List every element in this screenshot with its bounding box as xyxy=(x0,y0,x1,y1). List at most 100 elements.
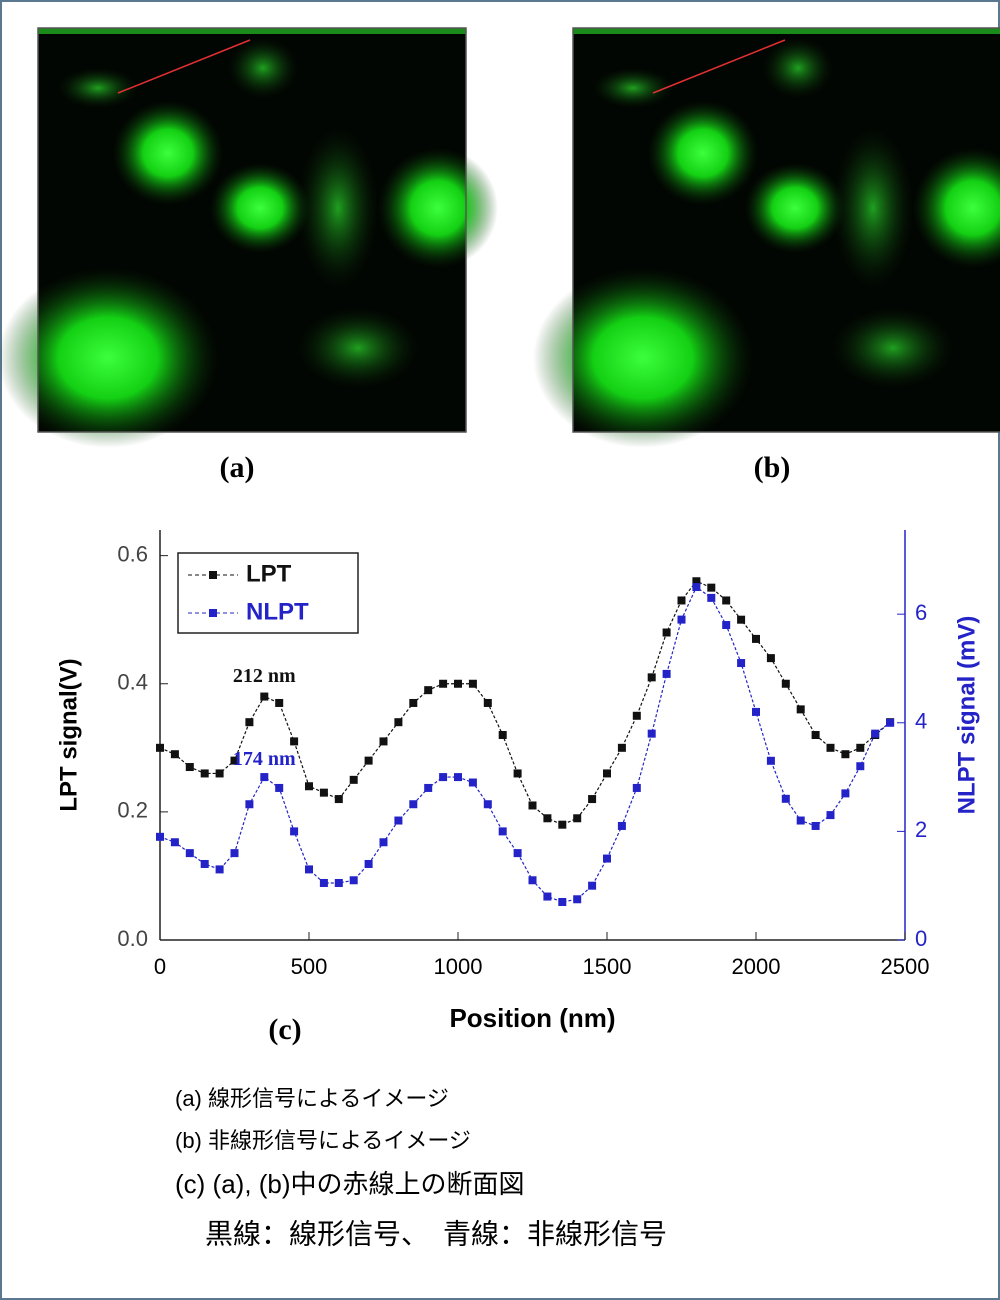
y2-tick-label: 2 xyxy=(915,817,927,842)
marker xyxy=(573,814,582,823)
marker xyxy=(468,778,477,787)
marker xyxy=(260,773,269,782)
marker xyxy=(528,801,537,810)
marker xyxy=(752,707,760,716)
marker xyxy=(707,583,716,592)
marker xyxy=(409,698,418,707)
marker xyxy=(647,673,656,682)
marker xyxy=(781,679,790,688)
marker xyxy=(603,854,611,863)
marker xyxy=(811,731,820,739)
marker xyxy=(275,698,284,707)
marker xyxy=(722,621,731,630)
marker xyxy=(305,865,313,874)
x-tick-label: 1500 xyxy=(583,954,632,979)
marker xyxy=(379,737,388,746)
marker xyxy=(394,816,403,825)
marker xyxy=(290,737,299,746)
marker xyxy=(454,773,462,782)
marker xyxy=(796,705,805,714)
series-line xyxy=(159,586,891,903)
marker xyxy=(454,679,462,688)
legend-marker xyxy=(209,609,217,617)
marker xyxy=(439,773,448,782)
marker xyxy=(543,892,552,901)
legend-label: LPT xyxy=(246,560,292,587)
marker xyxy=(558,820,567,829)
marker xyxy=(558,897,567,906)
marker xyxy=(617,821,626,830)
marker xyxy=(871,729,880,738)
legend-marker xyxy=(209,571,217,579)
marker xyxy=(707,593,716,602)
marker xyxy=(364,859,373,868)
marker xyxy=(483,800,492,809)
marker xyxy=(200,859,209,868)
marker xyxy=(573,895,582,904)
marker xyxy=(752,634,760,643)
marker xyxy=(856,762,865,771)
caption: (b) 非線形信号によるイメージ xyxy=(175,1128,471,1153)
marker xyxy=(826,811,835,820)
marker xyxy=(677,615,686,624)
y-tick-label: 0.0 xyxy=(117,926,148,951)
marker xyxy=(722,596,731,605)
marker xyxy=(230,849,239,858)
marker xyxy=(275,783,284,792)
marker xyxy=(662,628,671,637)
caption: 黒線：線形信号、 青線：非線形信号 xyxy=(205,1218,667,1249)
y2-tick-label: 6 xyxy=(915,600,927,625)
marker xyxy=(841,750,850,759)
marker xyxy=(886,718,895,727)
x-tick-label: 0 xyxy=(154,954,166,979)
x-tick-label: 1000 xyxy=(434,954,483,979)
marker xyxy=(245,718,254,727)
x-tick-label: 2500 xyxy=(881,954,930,979)
marker xyxy=(394,718,403,727)
marker xyxy=(603,769,611,778)
y-tick-label: 0.4 xyxy=(117,670,148,695)
x-tick-label: 500 xyxy=(291,954,328,979)
image-b xyxy=(532,27,1000,449)
marker xyxy=(513,849,522,858)
marker xyxy=(379,838,388,847)
marker xyxy=(170,838,179,847)
marker xyxy=(766,654,775,663)
marker xyxy=(662,669,671,678)
marker xyxy=(737,659,746,668)
marker xyxy=(319,878,328,887)
marker xyxy=(156,832,164,841)
marker xyxy=(737,615,746,624)
marker xyxy=(364,756,373,765)
marker xyxy=(468,679,477,688)
marker xyxy=(439,679,448,688)
marker xyxy=(156,743,164,752)
marker xyxy=(632,711,641,720)
image-a xyxy=(0,27,499,449)
marker xyxy=(200,769,209,778)
y2-tick-label: 4 xyxy=(915,709,927,734)
marker xyxy=(230,756,239,765)
marker xyxy=(334,878,343,887)
x-tick-label: 2000 xyxy=(732,954,781,979)
marker xyxy=(766,756,775,765)
marker xyxy=(692,583,701,592)
marker xyxy=(498,827,507,836)
x-axis-label: Position (nm) xyxy=(449,1003,615,1033)
y2-axis-label: NLPT signal (mV) xyxy=(953,616,980,815)
marker xyxy=(334,795,343,804)
marker xyxy=(647,729,656,738)
marker xyxy=(170,750,179,759)
annotation: 212 nm xyxy=(233,665,296,687)
caption: (a) 線形信号によるイメージ xyxy=(175,1086,449,1111)
marker xyxy=(245,800,254,809)
annotation: 174 nm xyxy=(233,748,296,770)
y-axis-label: LPT signal(V) xyxy=(55,658,82,811)
marker xyxy=(677,596,686,605)
marker xyxy=(409,800,418,809)
marker xyxy=(543,814,552,823)
marker xyxy=(826,743,835,752)
panel-label: (a) xyxy=(220,451,255,484)
